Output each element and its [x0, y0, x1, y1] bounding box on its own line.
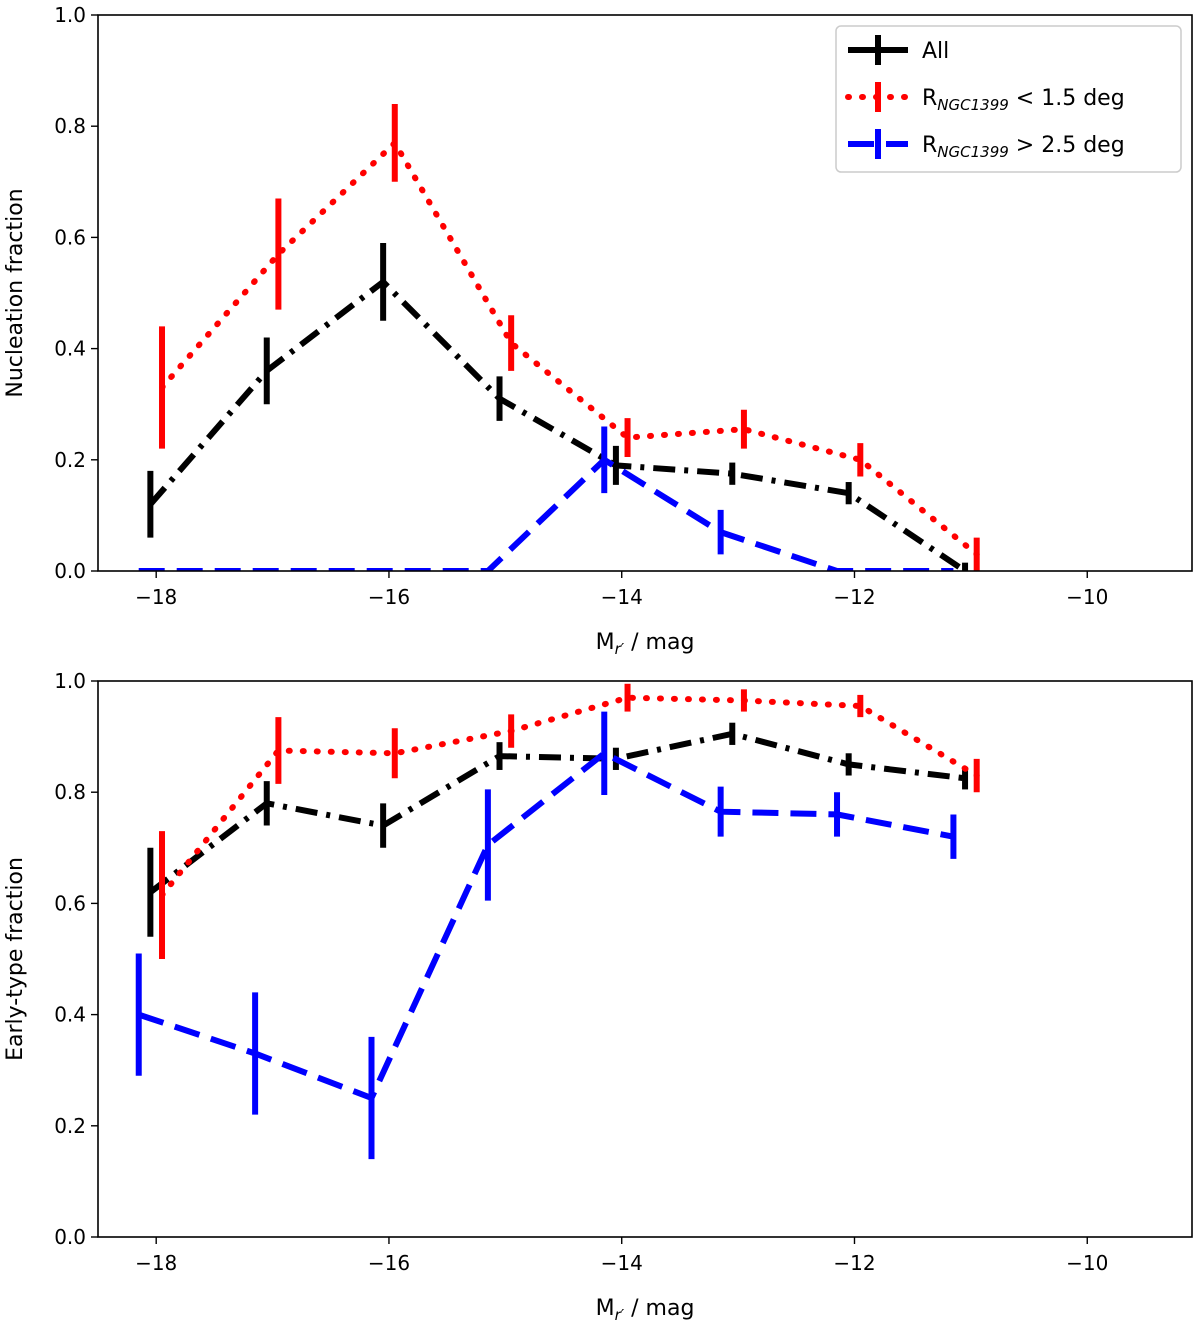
- y-tick-label: 0.2: [54, 1114, 86, 1138]
- y-axis-label: Early-type fraction: [3, 857, 28, 1061]
- y-tick-label: 0.6: [54, 225, 86, 249]
- legend-label: All: [922, 39, 949, 64]
- y-tick-label: 0.8: [54, 114, 86, 138]
- legend-label-part: R: [922, 86, 937, 111]
- x-axis-label: Mr′ / mag: [596, 630, 695, 658]
- x-axis-label: Mr′ / mag: [596, 1296, 695, 1324]
- y-tick-label: 0.0: [54, 559, 86, 583]
- x-axis-label-part: / mag: [624, 1296, 694, 1321]
- legend-label-part: > 2.5 deg: [1009, 133, 1125, 158]
- y-tick-label: 0.4: [54, 337, 86, 361]
- x-axis-label-part: / mag: [624, 630, 694, 655]
- x-axis-label-part: r′: [615, 1306, 625, 1324]
- legend-label-part: R: [922, 133, 937, 158]
- x-tick-label: −12: [833, 585, 875, 609]
- x-tick-label: −12: [833, 1251, 875, 1275]
- series-line-1: [159, 694, 980, 899]
- y-tick-label: 0.2: [54, 448, 86, 472]
- series-group: [135, 683, 980, 1160]
- x-axis-label-part: M: [596, 630, 615, 655]
- y-tick-label: 1.0: [54, 3, 86, 27]
- early-type-fraction-panel: −18 −16 −14 −12 −10 0.0 0.2 0.4 0.6 0.8 1.0 Mr′ / m…: [3, 669, 1193, 1324]
- series-group: [138, 103, 980, 571]
- y-tick-label: 0.4: [54, 1003, 86, 1027]
- legend-label-part: NGC1399: [937, 96, 1009, 114]
- x-tick-label: −16: [368, 585, 410, 609]
- series-line-2: [138, 456, 954, 571]
- y-tick-label: 0.6: [54, 891, 86, 915]
- legend-label-part: NGC1399: [937, 143, 1009, 161]
- x-tick-label: −14: [601, 585, 643, 609]
- legend-label: RNGC1399 < 1.5 deg: [922, 86, 1125, 114]
- axes-frame: [97, 14, 1193, 572]
- axes-frame: [97, 680, 1193, 1238]
- x-tick-label: −18: [135, 585, 177, 609]
- legend-label-part: < 1.5 deg: [1009, 86, 1125, 111]
- y-tick-label: 0.8: [54, 780, 86, 804]
- y-tick-label: 1.0: [54, 669, 86, 693]
- x-tick-label: −14: [601, 1251, 643, 1275]
- x-axis-label-part: r′: [615, 640, 625, 658]
- y-tick-label: 0.0: [54, 1225, 86, 1249]
- x-tick-label: −10: [1066, 1251, 1108, 1275]
- legend-label: RNGC1399 > 2.5 deg: [922, 133, 1125, 161]
- series-line-1: [159, 138, 980, 558]
- nucleation-fraction-panel: −18 −16 −14 −12 −10 0.0 0.2 0.4 0.6 0.8 1.0 Mr′ / m…: [3, 3, 1193, 658]
- legend-box: [835, 25, 1182, 173]
- series-line-0: [148, 277, 967, 571]
- x-tick-label: −16: [368, 1251, 410, 1275]
- x-tick-label: −10: [1066, 585, 1108, 609]
- x-tick-label: −18: [135, 1251, 177, 1275]
- x-axis-label-part: M: [596, 1296, 615, 1321]
- y-axis-label: Nucleation fraction: [3, 188, 28, 397]
- series-line-0: [148, 730, 966, 895]
- legend-label-part: All: [922, 39, 949, 64]
